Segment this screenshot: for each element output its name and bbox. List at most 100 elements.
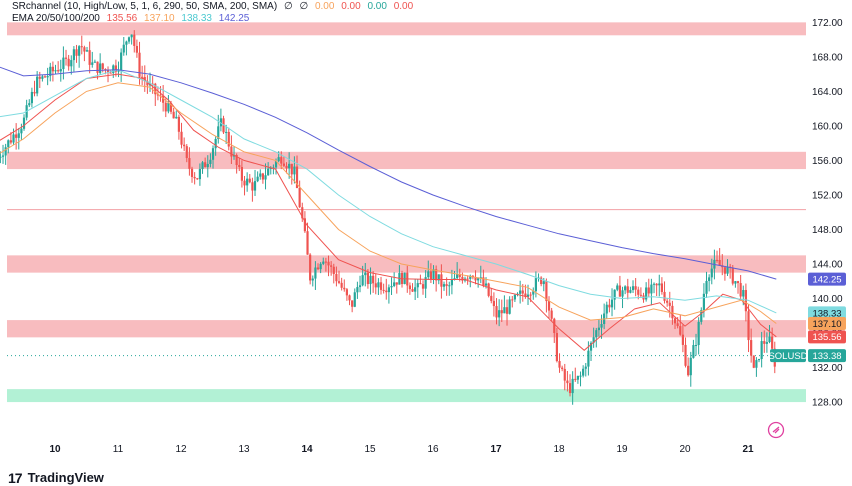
candle-body (293, 166, 296, 175)
candle-body (219, 118, 222, 127)
candle-body (757, 358, 761, 361)
candle-body (736, 281, 740, 284)
candle-body (188, 158, 191, 169)
candle-body (361, 275, 364, 286)
time-axis-label: 14 (301, 444, 313, 455)
ema-line-ema50 (0, 82, 777, 324)
candle-body (521, 290, 524, 294)
ema-line-ema200 (0, 66, 777, 280)
time-axis-label: 20 (679, 444, 691, 455)
candle-body (348, 295, 351, 301)
candle-body (282, 163, 285, 166)
candle-body (301, 207, 304, 219)
candle-body (671, 305, 674, 319)
candle-body (41, 76, 44, 79)
candle-body (172, 111, 175, 119)
candle-body (629, 290, 632, 293)
candle-body (351, 300, 354, 307)
candle-body (106, 69, 110, 73)
last-price-tag-bg (808, 349, 846, 363)
indicator-legend-srchannel[interactable]: SRchannel (10, High/Low, 5, 1, 6, 290, 5… (12, 1, 417, 12)
candle-body (563, 368, 566, 381)
candle-body (432, 269, 435, 280)
candle-body (185, 146, 188, 159)
candle-body (566, 380, 569, 384)
candle-body (162, 95, 165, 103)
candle-body (85, 50, 89, 52)
price-axis-label: 148.00 (812, 225, 843, 236)
candle-body (419, 283, 422, 285)
legend-srchannel-value: 0.00 (393, 1, 414, 12)
support-zone (7, 389, 806, 403)
candle-body (319, 263, 322, 270)
candle-body (0, 156, 2, 158)
candle-body (768, 336, 771, 343)
candle-body (505, 307, 509, 314)
candle-body (637, 289, 640, 295)
candle-body (217, 126, 220, 139)
resistance-zone (7, 151, 806, 170)
candle-body (298, 187, 301, 208)
candle-body (595, 330, 598, 338)
price-axis-label: 168.00 (812, 52, 843, 63)
candle-body (135, 45, 138, 53)
candle-body (114, 65, 117, 72)
candle-body (705, 280, 708, 294)
candle-body (500, 310, 503, 314)
symbol-tag-bg (770, 349, 806, 363)
candle-body (330, 265, 333, 267)
candle-body (650, 284, 653, 294)
candle-body (673, 318, 677, 324)
indicator-legend-ema[interactable]: EMA 20/50/100/200 135.56 137.10 138.33 1… (12, 13, 253, 24)
candle-body (752, 355, 755, 368)
candle-body (15, 134, 18, 138)
candle-body (726, 266, 729, 274)
time-axis-label: 19 (616, 444, 628, 455)
legend-srchannel-name: SRchannel (10, High/Low, 5, 1, 6, 290, 5… (12, 1, 278, 12)
candle-body (492, 300, 495, 307)
candle-body (358, 285, 362, 288)
candle-body (9, 140, 12, 143)
candle-body (429, 271, 432, 280)
ema50-price-tag: 137.10 (808, 317, 846, 331)
candle-body (343, 287, 346, 290)
candle-body (456, 274, 459, 279)
candle-body (524, 293, 527, 297)
ema100-price-tag-text: 138.33 (812, 308, 841, 319)
candle-body (666, 300, 669, 303)
candle-body (487, 283, 490, 296)
price-axis-label: 156.00 (812, 156, 843, 167)
ema-line-ema100 (0, 69, 777, 314)
price-alert-icon[interactable] (767, 421, 785, 439)
candle-body (285, 165, 288, 169)
candle-body (59, 69, 62, 72)
candle-body (676, 323, 679, 327)
candle-body (634, 286, 637, 290)
candle-body (356, 287, 359, 293)
tradingview-brand[interactable]: 17 TradingView (8, 470, 104, 486)
price-chart[interactable]: 128.00132.00136.00140.00144.00148.00152.… (0, 0, 852, 470)
candle-body (143, 77, 146, 82)
candle-body (196, 178, 199, 180)
candle-body (36, 76, 39, 94)
candle-body (46, 76, 49, 78)
candle-body (584, 366, 587, 369)
candle-body (424, 277, 427, 289)
candle-body (369, 275, 372, 285)
candle-body (734, 281, 737, 284)
candle-body (366, 272, 369, 285)
candle-body (390, 286, 393, 288)
candle-body (311, 278, 314, 281)
time-axis-label: 11 (113, 444, 124, 455)
candle-body (744, 290, 747, 312)
candle-body (209, 159, 212, 164)
candle-body (655, 283, 658, 286)
candle-body (477, 278, 480, 281)
candle-body (558, 361, 561, 368)
time-axis-label: 17 (490, 444, 502, 455)
candle-body (43, 76, 47, 78)
candle-body (597, 327, 600, 331)
candle-body (332, 266, 335, 274)
candle-body (414, 287, 417, 292)
